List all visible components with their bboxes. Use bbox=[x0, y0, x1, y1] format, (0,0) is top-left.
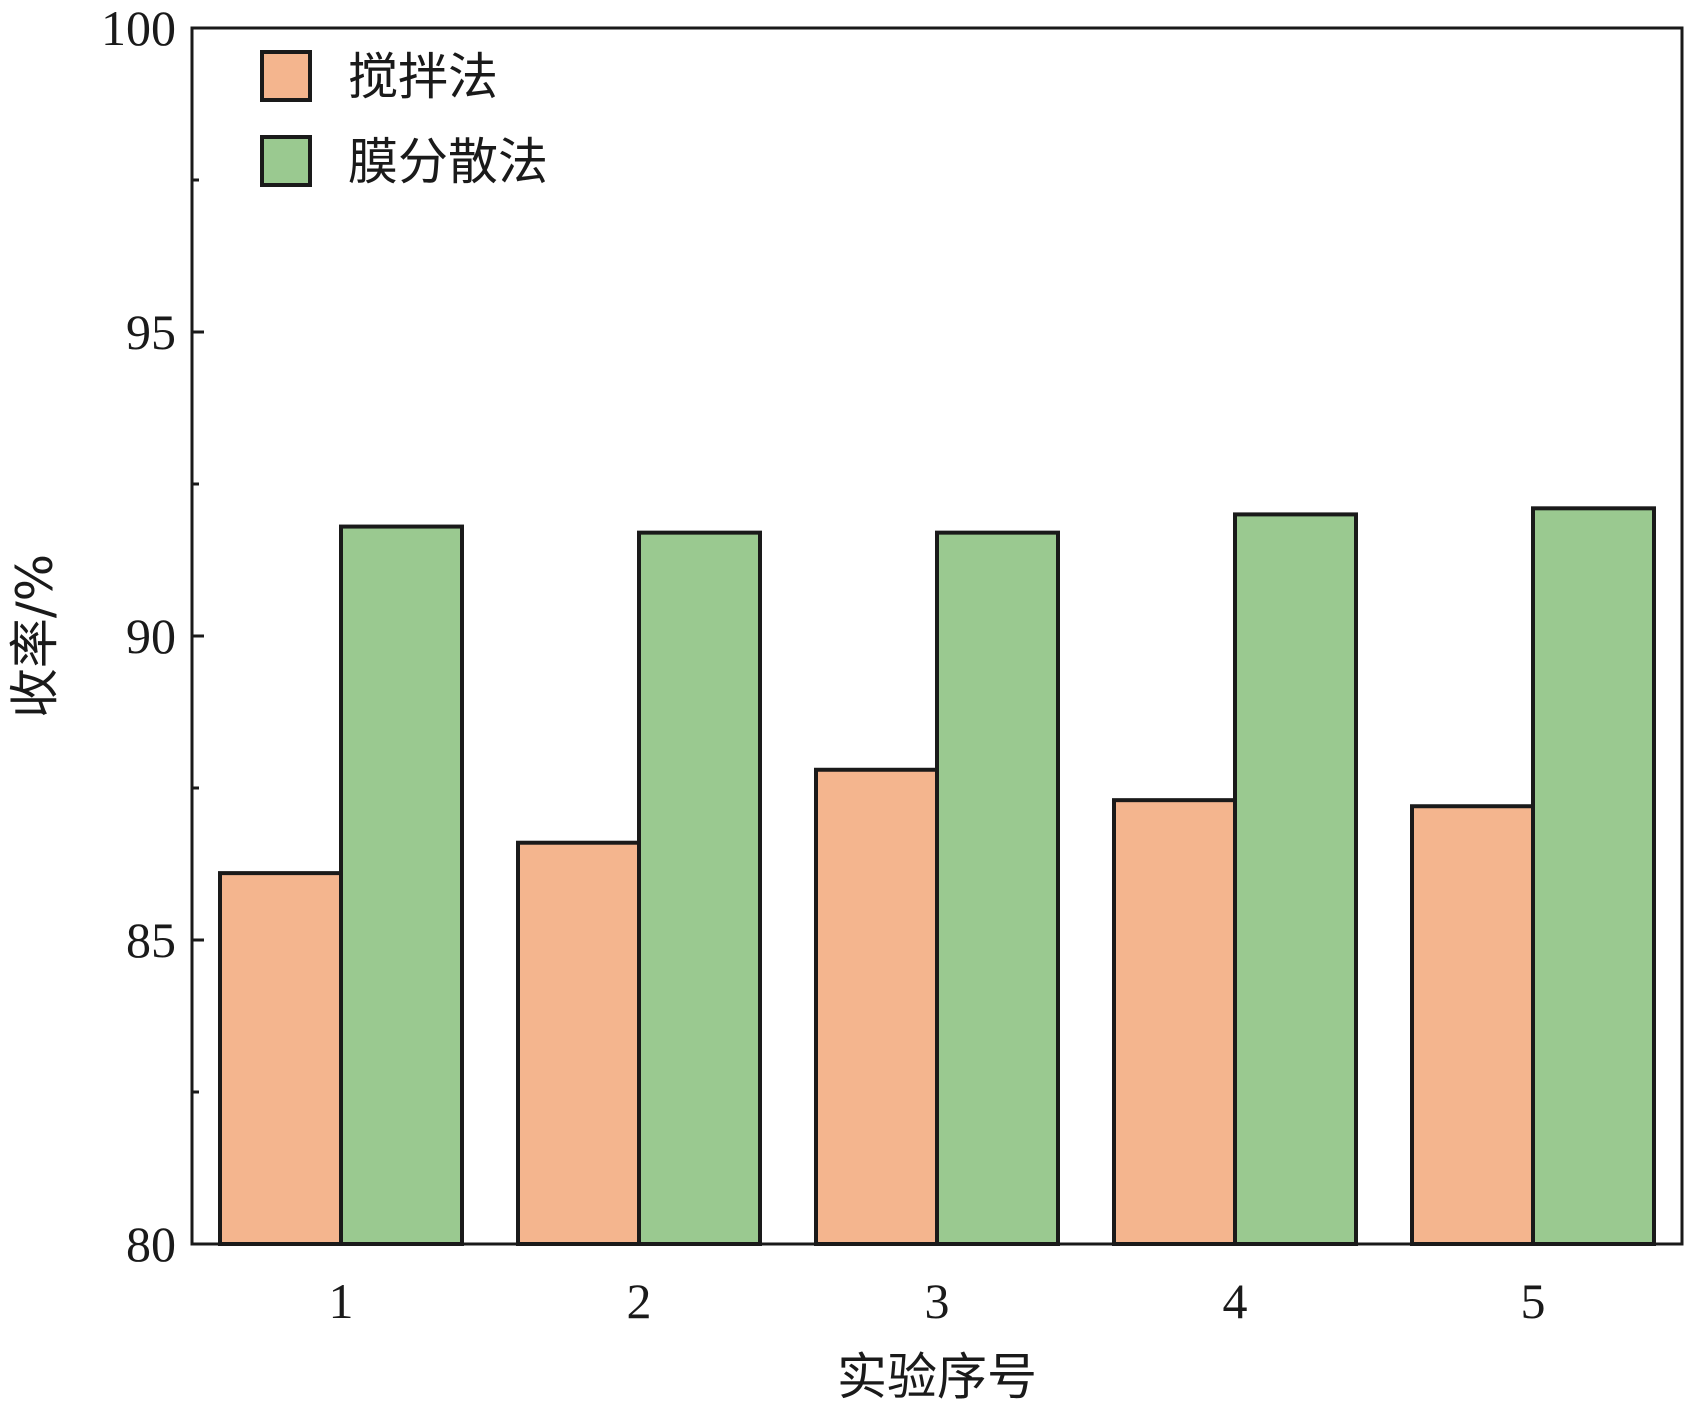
bar-stirring-4 bbox=[1112, 798, 1237, 1246]
y-tick-label: 80 bbox=[126, 1216, 176, 1272]
x-tick-label: 2 bbox=[627, 1273, 652, 1329]
x-tick-label: 1 bbox=[329, 1273, 354, 1329]
bar-membrane-4 bbox=[1233, 512, 1358, 1246]
x-tick-label: 5 bbox=[1521, 1273, 1546, 1329]
bar-stirring-5 bbox=[1410, 804, 1535, 1246]
legend-label-membrane: 膜分散法 bbox=[348, 133, 548, 191]
y-tick-label: 95 bbox=[126, 304, 176, 360]
y-tick-label: 85 bbox=[126, 912, 176, 968]
bar-membrane-2 bbox=[637, 530, 762, 1246]
bar-membrane-1 bbox=[339, 524, 464, 1246]
x-tick-label: 3 bbox=[925, 1273, 950, 1329]
y-tick-label: 100 bbox=[101, 0, 176, 56]
bar-stirring-1 bbox=[218, 871, 343, 1246]
legend-swatch-stirring bbox=[260, 50, 312, 102]
bar-stirring-3 bbox=[814, 767, 939, 1246]
bar-membrane-3 bbox=[935, 530, 1060, 1246]
legend-label-stirring: 搅拌法 bbox=[348, 48, 498, 106]
bar-membrane-5 bbox=[1531, 506, 1656, 1246]
x-axis-title: 实验序号 bbox=[837, 1348, 1037, 1406]
x-tick-label: 4 bbox=[1223, 1273, 1248, 1329]
x-ticks-layer: 1 2 3 4 5 bbox=[329, 1273, 1546, 1329]
y-tick-label: 90 bbox=[126, 608, 176, 664]
bars-layer bbox=[218, 506, 1656, 1246]
legend-swatch-membrane bbox=[260, 135, 312, 187]
bar-stirring-2 bbox=[516, 840, 641, 1246]
y-axis-title: 收率/% bbox=[6, 554, 64, 718]
y-ticks-layer: 80 85 90 95 100 bbox=[101, 0, 204, 1272]
